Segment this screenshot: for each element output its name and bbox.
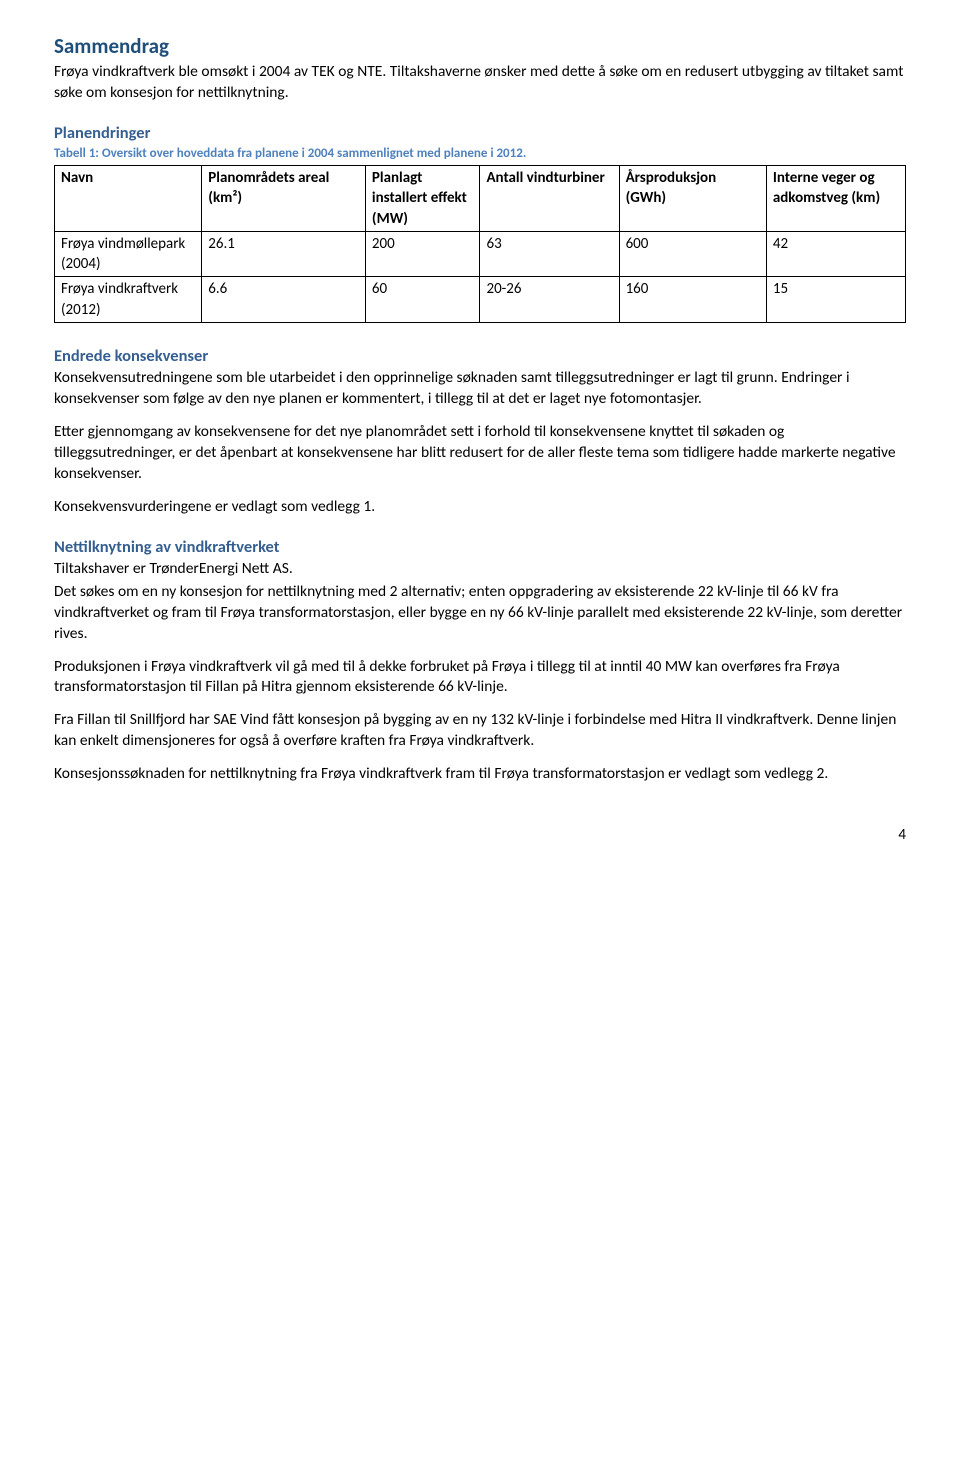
table-cell: 26.1 [202, 231, 366, 277]
nett-p4: Fra Fillan til Snillfjord har SAE Vind f… [54, 710, 906, 752]
table-cell: 200 [365, 231, 480, 277]
table-cell: 42 [766, 231, 905, 277]
table-header-cell: Antall vindturbiner [480, 166, 619, 232]
table-row: Frøya vindmøllepark (2004) 26.1 200 63 6… [55, 231, 906, 277]
table-header-cell: Planområdets areal (km²) [202, 166, 366, 232]
table-header-cell: Planlagt installert effekt (MW) [365, 166, 480, 232]
page-heading: Sammendrag [54, 32, 906, 60]
table-cell: 63 [480, 231, 619, 277]
table-cell: 6.6 [202, 277, 366, 323]
nett-p3: Produksjonen i Frøya vindkraftverk vil g… [54, 657, 906, 699]
nett-p5: Konsesjonssøknaden for nettilknytning fr… [54, 764, 906, 785]
table-caption: Tabell 1: Oversikt over hoveddata fra pl… [54, 145, 906, 163]
table-cell: 15 [766, 277, 905, 323]
table-cell: 600 [619, 231, 766, 277]
table-row: Frøya vindkraftverk (2012) 6.6 60 20-26 … [55, 277, 906, 323]
table-header-row: Navn Planområdets areal (km²) Planlagt i… [55, 166, 906, 232]
table-cell: 60 [365, 277, 480, 323]
table-cell: 160 [619, 277, 766, 323]
endrede-p1: Konsekvensutredningene som ble utarbeide… [54, 368, 906, 410]
intro-paragraph: Frøya vindkraftverk ble omsøkt i 2004 av… [54, 62, 906, 104]
section-planendringer-title: Planendringer [54, 122, 906, 144]
nett-p2: Det søkes om en ny konsesjon for nettilk… [54, 582, 906, 645]
table-cell: Frøya vindmøllepark (2004) [55, 231, 202, 277]
nett-p1: Tiltakshaver er TrønderEnergi Nett AS. [54, 559, 906, 580]
section-nett-title: Nettilknytning av vindkraftverket [54, 536, 906, 558]
table-header-cell: Interne veger og adkomstveg (km) [766, 166, 905, 232]
table-header-cell: Årsproduksjon (GWh) [619, 166, 766, 232]
table-cell: Frøya vindkraftverk (2012) [55, 277, 202, 323]
page-number: 4 [54, 825, 906, 845]
section-endrede-title: Endrede konsekvenser [54, 345, 906, 367]
endrede-p3: Konsekvensvurderingene er vedlagt som ve… [54, 497, 906, 518]
table-header-cell: Navn [55, 166, 202, 232]
plan-table: Navn Planområdets areal (km²) Planlagt i… [54, 165, 906, 323]
table-cell: 20-26 [480, 277, 619, 323]
endrede-p2: Etter gjennomgang av konsekvensene for d… [54, 422, 906, 485]
